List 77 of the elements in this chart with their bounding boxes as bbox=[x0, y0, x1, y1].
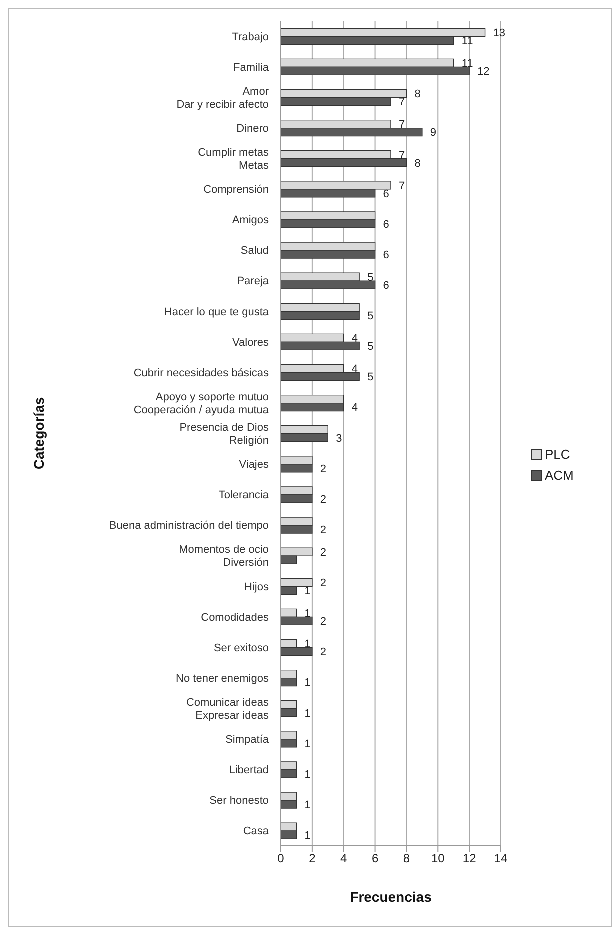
y-tick-label: Presencia de Dios Religión bbox=[180, 422, 270, 447]
data-label: 11 bbox=[462, 58, 474, 70]
y-tick-label: Libertad bbox=[229, 764, 269, 777]
data-label: 8 bbox=[414, 88, 421, 101]
x-tick-label: 0 bbox=[278, 852, 285, 866]
y-tick-label: Ser exitoso bbox=[214, 642, 269, 654]
y-tick-label: Cumplir metas Metas bbox=[198, 147, 270, 172]
y-tick-label: Valores bbox=[232, 336, 270, 349]
data-label: 4 bbox=[352, 402, 358, 414]
y-tick-label: Pareja bbox=[237, 276, 270, 288]
x-tick-label: 10 bbox=[431, 852, 446, 866]
y-tick-label: Amor Dar y recibir afecto bbox=[176, 86, 270, 111]
data-label: 6 bbox=[383, 280, 390, 292]
data-label: 2 bbox=[320, 646, 327, 659]
data-label: 1 bbox=[304, 799, 311, 812]
x-tick-label: 6 bbox=[372, 852, 379, 866]
y-tick-label: Hacer lo que te gusta bbox=[164, 306, 270, 318]
x-tick-label: 14 bbox=[494, 852, 508, 866]
data-label: 1 bbox=[304, 830, 311, 842]
y-tick-label: Hijos bbox=[244, 581, 270, 594]
data-label: 1 bbox=[304, 738, 311, 750]
y-tick-label: Comunicar ideas Expresar ideas bbox=[186, 697, 270, 722]
data-label: 1 bbox=[304, 608, 311, 620]
y-tick-label: Cubrir necesidades básicas bbox=[134, 367, 270, 380]
y-tick-label: Viajes bbox=[239, 459, 270, 472]
data-label: 2 bbox=[320, 546, 327, 559]
data-label: 7 bbox=[399, 180, 406, 192]
data-label: 5 bbox=[368, 341, 374, 354]
y-tick-label: Momentos de ocio Diversión bbox=[179, 544, 269, 570]
x-tick-label: 2 bbox=[309, 852, 316, 866]
data-label: 2 bbox=[320, 494, 327, 506]
y-tick-label: Comodidades bbox=[201, 612, 270, 624]
data-label: 6 bbox=[383, 188, 390, 200]
legend-label: PLC bbox=[545, 446, 570, 462]
data-label: 5 bbox=[368, 310, 374, 323]
y-tick-label: Buena administración del tiempo bbox=[109, 520, 269, 532]
y-tick-label: Salud bbox=[240, 245, 269, 258]
data-label: 1 bbox=[304, 708, 311, 720]
y-tick-label: Amigos bbox=[232, 214, 270, 227]
data-label: 1 bbox=[304, 677, 311, 690]
y-tick-label: Simpatía bbox=[226, 734, 270, 746]
data-label: 8 bbox=[414, 158, 421, 170]
y-tick-label: Dinero bbox=[236, 122, 269, 135]
data-label: 9 bbox=[430, 127, 437, 140]
data-label: 1 bbox=[304, 638, 311, 651]
data-label: 13 bbox=[493, 28, 506, 40]
y-tick-label: Casa bbox=[243, 826, 270, 838]
data-label: 3 bbox=[336, 432, 342, 445]
data-label: 12 bbox=[478, 66, 490, 78]
data-label: 1 bbox=[304, 586, 311, 598]
data-label: 4 bbox=[352, 364, 358, 376]
y-tick-label: Apoyo y soporte mutuo Cooperación / ayuda mutua bbox=[134, 391, 270, 416]
y-tick-label: Familia bbox=[234, 62, 270, 74]
data-label: 7 bbox=[399, 96, 406, 109]
x-axis-title: Frecuencias bbox=[350, 889, 432, 905]
legend-label: ACM bbox=[545, 468, 574, 482]
y-tick-label: Ser honesto bbox=[210, 795, 269, 808]
data-label: 7 bbox=[399, 119, 406, 132]
y-tick-label: No tener enemigos bbox=[176, 672, 270, 685]
data-label: 2 bbox=[320, 616, 327, 628]
data-label: 2 bbox=[320, 463, 327, 476]
data-label: 6 bbox=[383, 218, 390, 231]
data-label: 4 bbox=[352, 333, 358, 346]
x-tick-label: 4 bbox=[340, 852, 348, 866]
data-label: 5 bbox=[368, 272, 374, 284]
data-label: 2 bbox=[320, 578, 327, 590]
data-label: 2 bbox=[320, 524, 327, 536]
y-axis-title: Categorías bbox=[30, 397, 47, 470]
y-tick-label: Trabajo bbox=[232, 31, 269, 44]
data-label: 11 bbox=[462, 36, 474, 48]
x-tick-label: 8 bbox=[403, 852, 410, 866]
data-label: 6 bbox=[383, 249, 390, 262]
data-label: 5 bbox=[368, 372, 374, 384]
y-tick-label: Tolerancia bbox=[218, 490, 270, 502]
data-label: 1 bbox=[304, 768, 311, 781]
x-tick-label: 12 bbox=[462, 852, 477, 866]
y-tick-label: Comprensión bbox=[204, 184, 269, 196]
